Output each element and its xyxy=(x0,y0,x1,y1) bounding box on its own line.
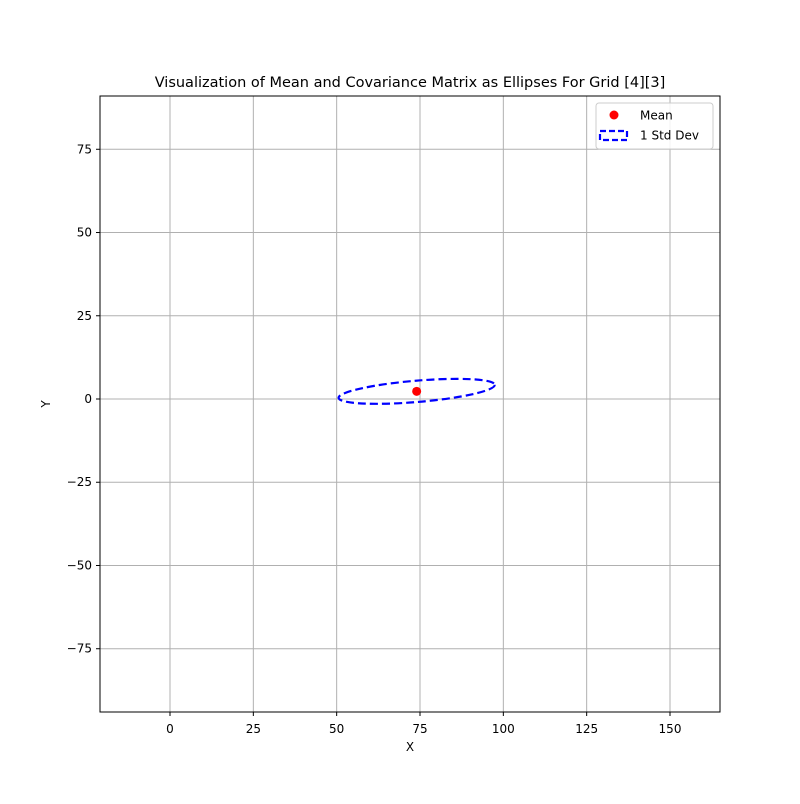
legend-label: Mean xyxy=(640,109,673,123)
chart-title: Visualization of Mean and Covariance Mat… xyxy=(155,75,666,91)
legend-box xyxy=(595,102,714,150)
plot-data xyxy=(337,377,496,405)
y-tick-label: −75 xyxy=(67,642,92,656)
x-axis-label: X xyxy=(406,740,414,754)
y-tick-label: −25 xyxy=(67,475,92,489)
x-tick-label: 25 xyxy=(246,722,261,736)
mean-point xyxy=(412,386,422,396)
x-tick-label: 125 xyxy=(575,722,598,736)
std-dev-ellipse xyxy=(337,377,496,405)
y-tick-label: 50 xyxy=(77,226,92,240)
x-tick-label: 75 xyxy=(412,722,427,736)
legend: Mean 1 Std Dev xyxy=(595,102,714,150)
y-axis-label: Y xyxy=(39,400,53,409)
legend-mean-marker xyxy=(609,110,619,120)
x-tick-label: 50 xyxy=(329,722,344,736)
legend-label: 1 Std Dev xyxy=(640,129,699,143)
x-tick-label: 100 xyxy=(492,722,515,736)
y-tick-label: 25 xyxy=(77,309,92,323)
y-tick-label: 75 xyxy=(77,142,92,156)
x-tick-label: 0 xyxy=(166,722,174,736)
axes-frame xyxy=(99,95,721,713)
grid-lines xyxy=(100,96,720,712)
legend-ellipse-marker xyxy=(598,129,629,142)
x-tick-label: 150 xyxy=(659,722,682,736)
axis-ticks: 0 25 50 75 100 125 150 −75 −50 −25 0 25 50 75 xyxy=(67,142,682,736)
y-tick-label: 0 xyxy=(84,392,92,406)
y-tick-label: −50 xyxy=(67,558,92,572)
